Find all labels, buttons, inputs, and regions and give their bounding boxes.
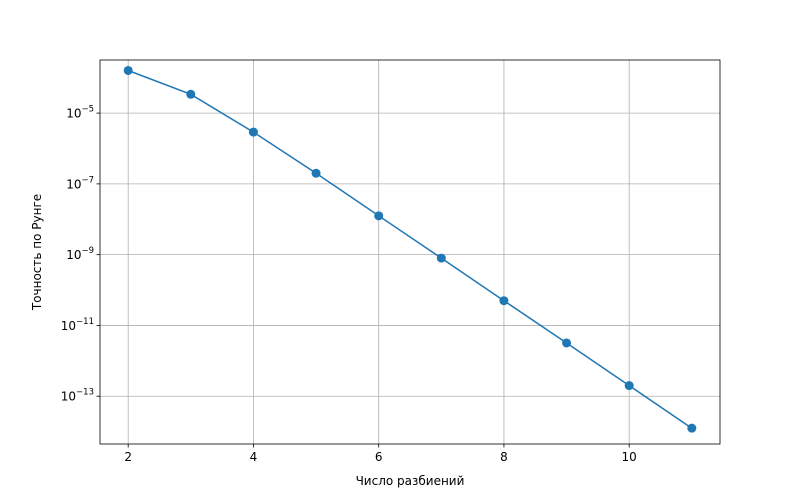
series-line: [127, 69, 693, 429]
y-tick-label: 10−11: [61, 317, 94, 333]
y-tick-label-exponent: −9: [81, 246, 94, 256]
data-point: [248, 127, 258, 137]
y-tick-label: 10−9: [66, 246, 94, 262]
x-tick-label: 4: [250, 450, 258, 464]
data-point: [562, 338, 572, 348]
data-point: [374, 211, 384, 221]
y-tick-label-base: 10: [61, 390, 76, 404]
data-point: [436, 253, 446, 263]
y-tick-label-base: 10: [66, 107, 81, 121]
series-layer: [123, 65, 697, 433]
y-tick-label: 10−13: [61, 388, 94, 404]
y-tick-label: 10−5: [66, 105, 94, 121]
data-point: [687, 423, 697, 433]
grid-lines: [100, 60, 720, 444]
y-tick-label-base: 10: [66, 248, 81, 262]
data-point: [123, 65, 133, 75]
y-tick-label-exponent: −11: [76, 317, 94, 327]
y-tick-label-exponent: −7: [81, 175, 94, 185]
y-tick-label-exponent: −5: [81, 105, 94, 115]
x-tick-label: 8: [500, 450, 508, 464]
y-tick-label: 10−7: [66, 175, 94, 191]
x-tick-label: 6: [375, 450, 383, 464]
data-point: [624, 381, 634, 391]
data-point: [311, 168, 321, 178]
x-tick-label: 2: [124, 450, 132, 464]
x-tick-label: 10: [622, 450, 637, 464]
data-point: [186, 89, 196, 99]
y-tick-label-base: 10: [66, 177, 81, 191]
y-axis-label: Точность по Рунге: [30, 194, 44, 311]
y-tick-label-base: 10: [61, 319, 76, 333]
x-axis-label: Число разбиений: [356, 474, 465, 488]
plot-frame: [99, 59, 721, 445]
y-tick-label-exponent: −13: [76, 388, 94, 398]
data-point: [499, 296, 509, 306]
